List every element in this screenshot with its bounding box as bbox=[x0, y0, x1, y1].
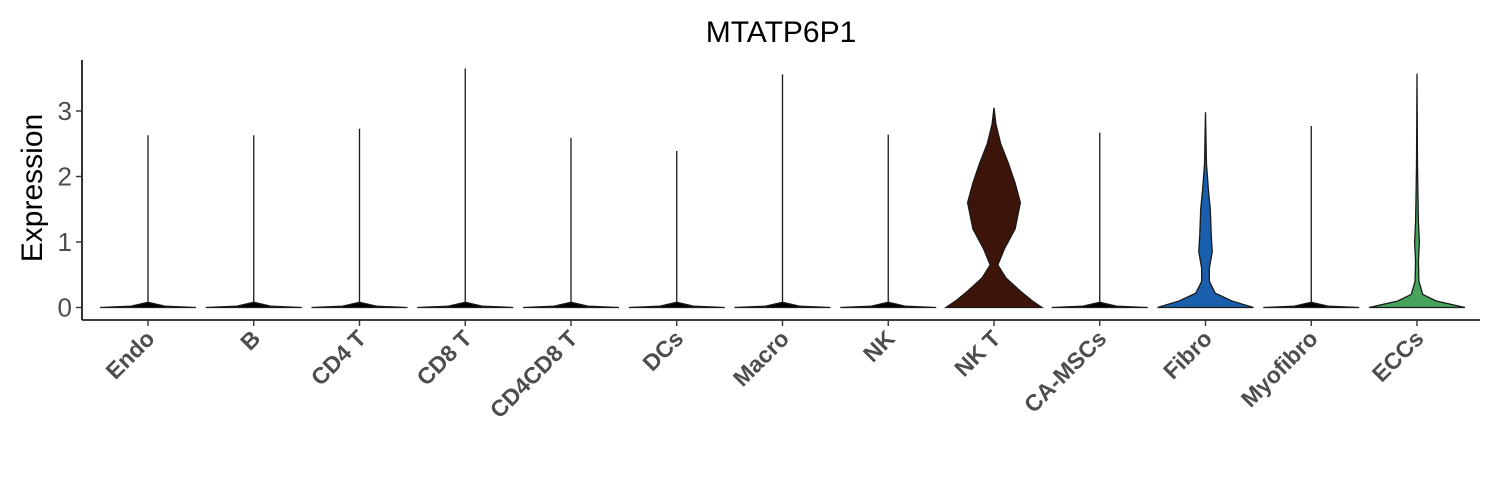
y-ticks: 0 1 2 3 bbox=[58, 96, 82, 323]
violin-dcs bbox=[628, 150, 725, 309]
y-tick-label: 3 bbox=[58, 96, 72, 126]
violin-myofibro bbox=[1263, 126, 1360, 309]
x-tick-label: Myofibro bbox=[1236, 325, 1323, 412]
x-tick-label: CD4 T bbox=[306, 325, 371, 390]
violin-cd4-t bbox=[311, 128, 408, 309]
axes bbox=[81, 60, 1480, 321]
violin-nk-t bbox=[943, 107, 1045, 309]
violin-eccs bbox=[1368, 73, 1466, 309]
violin-cd8-t bbox=[417, 68, 514, 309]
violin-ca-mscs bbox=[1051, 132, 1148, 309]
x-tick-label: Macro bbox=[728, 325, 794, 391]
violin-b bbox=[205, 135, 302, 309]
x-tick-label: CD4CD8 T bbox=[485, 325, 583, 423]
x-tick-label: B bbox=[235, 325, 265, 355]
x-tick-label: NK bbox=[858, 325, 900, 367]
x-tick-label: Endo bbox=[100, 325, 159, 384]
x-ticks: Endo B CD4 T CD8 T CD4CD8 T DCs Macro NK NK T CA-… bbox=[100, 320, 1429, 423]
x-tick-label: ECCs bbox=[1367, 325, 1429, 387]
x-tick-label: Fibro bbox=[1158, 325, 1217, 384]
violin-group bbox=[99, 68, 1466, 309]
x-tick-label: NK T bbox=[949, 325, 1005, 381]
violin-cd4cd8-t bbox=[522, 137, 620, 309]
violin-macro bbox=[734, 74, 831, 309]
y-tick-label: 2 bbox=[58, 162, 72, 192]
x-tick-label: CD8 T bbox=[411, 325, 476, 390]
violin-fibro bbox=[1157, 112, 1254, 309]
x-tick-label: CA-MSCs bbox=[1019, 325, 1111, 417]
x-tick-label: DCs bbox=[637, 325, 688, 376]
chart-title: MTATP6P1 bbox=[706, 16, 857, 49]
y-axis-label: Expression bbox=[16, 114, 49, 262]
y-tick-label: 1 bbox=[58, 227, 72, 257]
violin-nk bbox=[840, 134, 937, 309]
y-tick-label: 0 bbox=[58, 293, 72, 323]
violin-endo bbox=[99, 135, 197, 309]
